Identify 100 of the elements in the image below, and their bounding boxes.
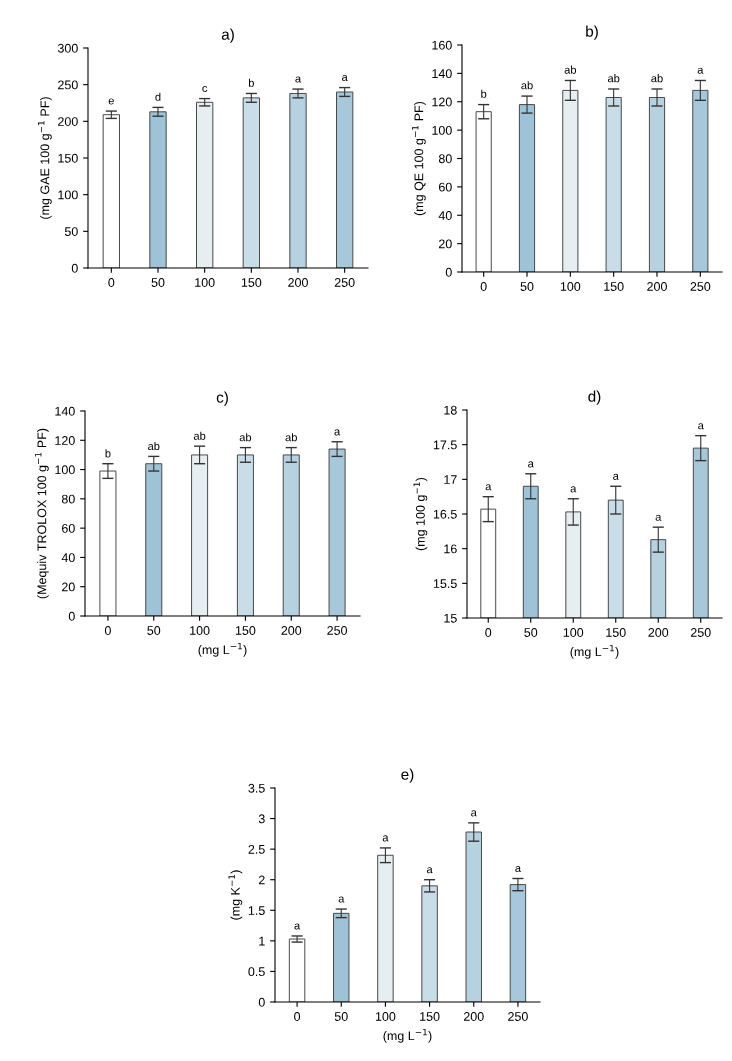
data-label: a (698, 423, 704, 430)
x-tick-label: 50 (147, 626, 161, 635)
data-label: a (471, 810, 477, 817)
x-tick-label: 200 (288, 278, 308, 287)
chart-title: c) (216, 391, 228, 406)
data-label: d (155, 92, 161, 101)
data-label: ab (239, 433, 252, 442)
x-tick-label: 250 (690, 282, 711, 291)
y-tick-label: 0 (71, 263, 78, 273)
y-tick-label: 40 (61, 553, 75, 563)
x-tick-label: 50 (524, 628, 538, 637)
y-tick-label: 2.5 (248, 844, 265, 854)
bar (99, 470, 117, 616)
x-tick-label: 0 (108, 278, 115, 287)
chart-title: b) (586, 25, 598, 40)
x-tick-label: 250 (508, 1012, 528, 1021)
x-tick-label: 100 (375, 1012, 396, 1021)
y-tick-label: 120 (55, 436, 75, 445)
bar (465, 831, 482, 1002)
bar (328, 448, 346, 616)
data-label: a (295, 76, 302, 83)
y-tick-label: 18 (444, 405, 457, 415)
y-tick-label: 300 (57, 43, 78, 53)
bar (333, 912, 350, 1002)
bar (191, 454, 209, 616)
y-tick-label: 120 (432, 97, 452, 107)
data-label: b (105, 449, 111, 458)
data-label: ab (148, 441, 160, 451)
y-tick-label: 140 (55, 406, 75, 416)
data-label: a (485, 484, 492, 491)
y-tick-label: 100 (432, 125, 452, 135)
x-tick-label: 200 (648, 628, 669, 637)
y-tick-label: 17 (444, 475, 457, 484)
y-axis-title: (mg QE 100 g$^{−1}$ PF) (411, 101, 426, 216)
y-tick-label: 1.5 (248, 906, 265, 915)
chart-title: d) (588, 390, 601, 405)
x-tick-label: 0 (485, 628, 492, 637)
bar (236, 454, 254, 616)
bar (421, 885, 438, 1002)
x-tick-label: 100 (195, 278, 215, 287)
chart-title: a) (221, 28, 234, 43)
data-label: a (515, 865, 522, 873)
data-label: a (528, 461, 534, 468)
y-tick-label: 0.5 (248, 967, 265, 977)
x-tick-label: 50 (151, 278, 165, 287)
bar (145, 463, 163, 616)
x-tick-label: 100 (560, 282, 581, 291)
x-tick-label: 50 (334, 1012, 348, 1021)
data-label: e (108, 98, 114, 105)
y-tick-label: 160 (432, 40, 452, 50)
y-tick-label: 0 (445, 267, 452, 277)
y-tick-label: 80 (438, 154, 452, 164)
x-tick-label: 0 (104, 626, 111, 635)
y-tick-label: 17.5 (433, 440, 457, 450)
y-axis-title: (mg GAE 100 g$^{−1}$ PF) (37, 97, 52, 219)
x-tick-label: 250 (334, 278, 355, 287)
x-axis-title: (mg L$^{−1}$) (570, 644, 619, 659)
data-label: a (338, 896, 345, 903)
data-label: a (334, 429, 341, 436)
x-tick-label: 250 (327, 626, 348, 635)
x-axis-title: (mg L$^{−1}$) (198, 642, 247, 657)
bar (282, 454, 300, 616)
bar (509, 884, 527, 1002)
y-axis-title: (mg 100 g$^{−1}$) (413, 477, 428, 551)
y-tick-label: 0 (258, 997, 265, 1007)
y-tick-label: 0 (68, 611, 75, 621)
data-label: ab (521, 81, 533, 90)
data-label: ab (564, 65, 577, 74)
data-label: ab (651, 74, 663, 83)
data-label: a (294, 923, 301, 930)
bar (288, 938, 306, 1002)
y-tick-label: 150 (58, 153, 78, 163)
x-tick-label: 200 (463, 1012, 484, 1021)
x-tick-label: 100 (563, 628, 584, 637)
y-tick-label: 140 (432, 69, 452, 79)
chart-title: e) (401, 768, 414, 783)
data-label: a (613, 473, 619, 480)
y-tick-label: 3 (258, 814, 265, 824)
x-tick-label: 250 (690, 628, 711, 637)
y-tick-label: 200 (58, 117, 78, 126)
y-tick-label: 60 (439, 182, 452, 192)
y-tick-label: 2 (258, 875, 265, 885)
y-tick-label: 20 (439, 239, 452, 249)
data-label: ab (607, 74, 620, 83)
y-tick-label: 80 (61, 494, 75, 504)
data-label: ab (193, 431, 206, 440)
data-label: a (382, 835, 389, 842)
data-label: a (655, 514, 662, 521)
data-label: ab (285, 433, 297, 442)
data-label: a (570, 486, 577, 493)
x-tick-label: 0 (294, 1012, 301, 1021)
y-tick-label: 16 (444, 544, 457, 554)
y-tick-label: 3.5 (248, 783, 265, 793)
data-label: b (481, 89, 487, 98)
x-tick-label: 200 (647, 282, 667, 291)
y-tick-label: 15 (444, 613, 457, 623)
data-label: a (697, 67, 704, 74)
y-tick-label: 1 (259, 936, 265, 946)
y-tick-label: 40 (438, 211, 452, 220)
data-label: b (248, 78, 254, 87)
